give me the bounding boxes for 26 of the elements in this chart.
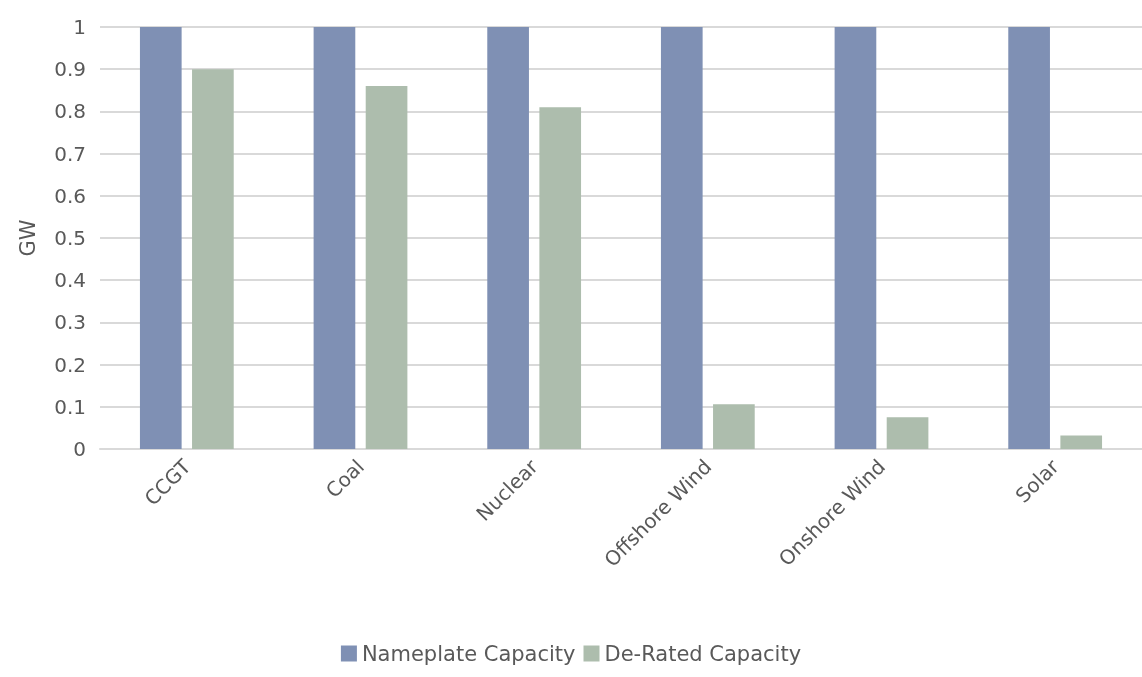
- legend-label: Nameplate Capacity: [361, 641, 576, 666]
- y-axis-title: GW: [15, 219, 40, 257]
- y-tick-label: 0.5: [54, 226, 86, 250]
- bar: [660, 27, 703, 449]
- bar: [1008, 27, 1050, 449]
- bar: [313, 27, 356, 449]
- bar: [713, 404, 755, 449]
- legend-label: De-Rated Capacity: [604, 641, 802, 666]
- y-tick-label: 0.9: [54, 57, 86, 82]
- bar: [192, 69, 234, 449]
- y-tick-label: 0.2: [54, 352, 86, 377]
- y-tick-label: 0.3: [54, 310, 86, 335]
- y-tick-label: 0.6: [54, 183, 86, 208]
- bar: [886, 417, 929, 449]
- bar: [139, 27, 182, 449]
- y-tick-label: 0.7: [54, 141, 86, 166]
- y-tick-label: 0.1: [54, 394, 86, 419]
- bar: [365, 86, 408, 449]
- y-tick-label: 0.8: [54, 99, 86, 124]
- y-tick-label: 0: [73, 437, 86, 461]
- y-tick-label: 0.4: [54, 268, 86, 293]
- bar: [834, 27, 877, 449]
- bar: [487, 27, 529, 449]
- y-tick-label: 1: [73, 15, 86, 39]
- bar: [539, 107, 582, 449]
- bar: [1060, 435, 1103, 449]
